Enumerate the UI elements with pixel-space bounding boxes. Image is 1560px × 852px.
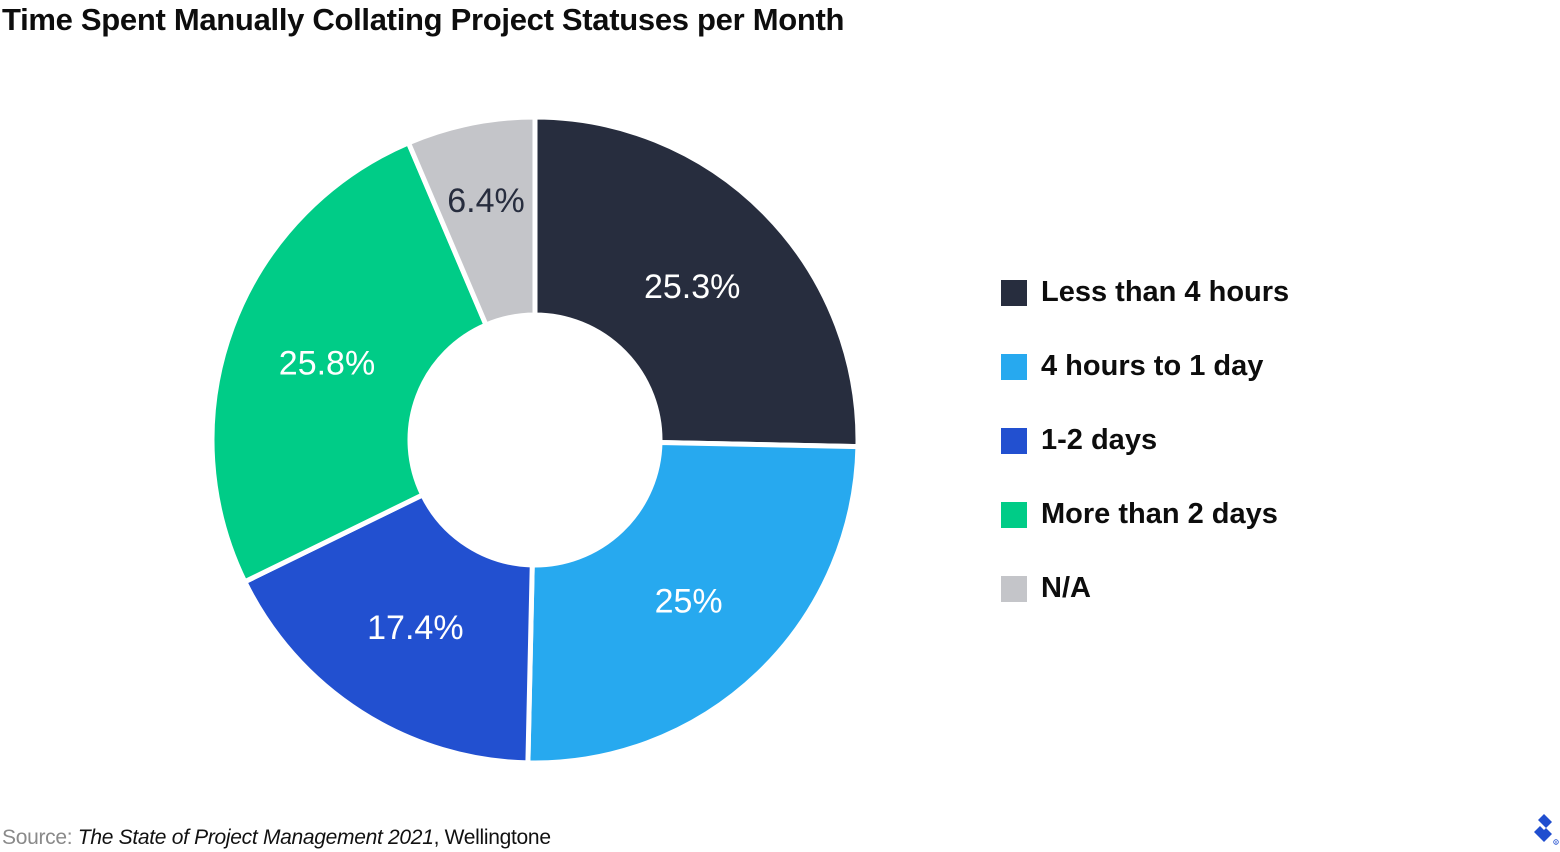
legend-label: N/A xyxy=(1041,572,1091,604)
legend-swatch xyxy=(1001,427,1027,454)
legend-item-4-hours-to-1-day: 4 hours to 1 day xyxy=(1001,348,1289,385)
slice-value-label: 25.3% xyxy=(644,268,740,306)
donut-slice-more-than-2-days xyxy=(209,139,490,586)
source-citation: Source: The State of Project Management … xyxy=(2,826,551,850)
legend-label: More than 2 days xyxy=(1041,498,1278,530)
legend-swatch xyxy=(1001,353,1027,380)
donut-slice-1-2-days xyxy=(241,491,535,766)
slice-value-label: 17.4% xyxy=(367,609,463,647)
slice-value-label: 25% xyxy=(655,582,723,620)
slice-value-label: 25.8% xyxy=(279,344,375,382)
legend-item-less-than-4-hours: Less than 4 hours xyxy=(1001,274,1289,311)
donut-slice-less-than-4-hours xyxy=(532,114,861,450)
legend-item-more-than-2-days: More than 2 days xyxy=(1001,496,1289,533)
legend-label: 4 hours to 1 day xyxy=(1041,350,1264,382)
svg-text:R: R xyxy=(1555,840,1558,844)
legend-swatch xyxy=(1001,575,1027,602)
source-title: The State of Project Management 2021 xyxy=(77,826,434,849)
legend-label: 1-2 days xyxy=(1041,424,1158,456)
slice-value-label: 6.4% xyxy=(447,182,525,220)
chart-legend: Less than 4 hours 4 hours to 1 day 1-2 d… xyxy=(1001,274,1289,644)
donut-slice-labels: 25.3% 25% 17.4% 25.8% 6.4% xyxy=(279,182,741,647)
legend-item-na: N/A xyxy=(1001,570,1289,607)
toptal-logo-icon: R xyxy=(1534,814,1559,845)
donut-slice-n-a xyxy=(405,114,538,329)
legend-swatch xyxy=(1001,501,1027,528)
donut-slice-4-hours-to-1-day xyxy=(525,440,861,766)
donut-slices xyxy=(209,114,861,766)
source-suffix: , Wellingtone xyxy=(433,826,551,849)
legend-swatch xyxy=(1001,279,1027,306)
source-prefix: Source: xyxy=(2,826,78,849)
legend-item-1-2-days: 1-2 days xyxy=(1001,422,1289,459)
legend-label: Less than 4 hours xyxy=(1041,276,1290,308)
chart-title: Time Spent Manually Collating Project St… xyxy=(2,2,845,37)
